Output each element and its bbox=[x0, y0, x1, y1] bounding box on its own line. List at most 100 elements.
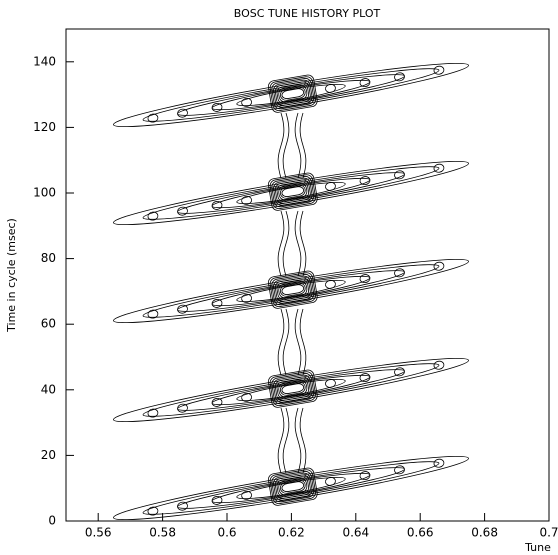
y-tick-label: 0 bbox=[48, 514, 56, 528]
contour-line bbox=[147, 506, 159, 516]
contour-line bbox=[359, 78, 371, 88]
x-tick-label: 0.68 bbox=[471, 526, 498, 540]
contour-line bbox=[177, 74, 405, 116]
contour-line bbox=[278, 477, 308, 496]
contour-line bbox=[433, 458, 445, 468]
contour-line bbox=[433, 65, 445, 75]
contour-line bbox=[241, 490, 252, 500]
contour-line bbox=[271, 373, 315, 405]
contour-line bbox=[282, 210, 302, 277]
contour-band bbox=[113, 455, 469, 521]
contour-band bbox=[113, 357, 469, 423]
contour-line bbox=[241, 293, 252, 303]
contour-line bbox=[241, 392, 252, 402]
contour-line bbox=[113, 357, 469, 423]
contour-line bbox=[142, 68, 440, 122]
contour-line bbox=[273, 374, 313, 403]
contour-line bbox=[211, 495, 223, 505]
y-tick-label: 60 bbox=[41, 317, 56, 331]
contour-line bbox=[274, 277, 311, 302]
contour-line bbox=[277, 308, 307, 376]
contour-line bbox=[359, 274, 371, 284]
contour-line bbox=[276, 83, 309, 105]
chart-title: BOSC TUNE HISTORY PLOT bbox=[234, 7, 381, 20]
contour-line bbox=[274, 474, 311, 499]
contour-line bbox=[281, 284, 305, 295]
contour-line bbox=[269, 371, 316, 407]
contour-line bbox=[211, 397, 223, 407]
contour-line bbox=[177, 108, 188, 118]
contour-line bbox=[113, 258, 469, 324]
contour-line bbox=[177, 206, 188, 216]
y-axis-label: Time in cycle (msec) bbox=[5, 218, 18, 333]
contour-line bbox=[277, 112, 307, 179]
contour-line bbox=[267, 172, 318, 211]
contour-line bbox=[271, 78, 315, 110]
contour-line bbox=[147, 309, 159, 319]
contour-line bbox=[273, 177, 313, 206]
contour-line bbox=[433, 163, 445, 173]
contour-line bbox=[325, 279, 336, 289]
contour-line bbox=[271, 471, 315, 503]
contour-line bbox=[325, 378, 336, 388]
contour-line bbox=[269, 272, 316, 308]
contour-line bbox=[280, 479, 306, 494]
contour-line bbox=[236, 182, 346, 204]
contour-line bbox=[142, 363, 440, 417]
contour-line bbox=[241, 195, 252, 205]
contour-line bbox=[267, 270, 318, 309]
contour-line bbox=[277, 210, 307, 277]
contour-line bbox=[211, 298, 223, 308]
contour-line bbox=[394, 72, 405, 82]
contour-line bbox=[211, 102, 223, 112]
contour-band bbox=[113, 160, 469, 226]
contour-line bbox=[271, 176, 315, 208]
contour-line bbox=[269, 174, 316, 210]
contour-line bbox=[278, 379, 308, 398]
contour-band bbox=[113, 62, 469, 128]
contour-line bbox=[359, 471, 371, 481]
contour-line bbox=[276, 476, 309, 498]
contour-line bbox=[394, 268, 405, 278]
contour-line bbox=[278, 84, 308, 103]
contour-line bbox=[177, 501, 188, 511]
contour-line bbox=[394, 367, 405, 377]
contour-line bbox=[177, 403, 188, 413]
x-tick-label: 0.7 bbox=[539, 526, 558, 540]
contour-line bbox=[282, 407, 302, 474]
x-axis-label: Tune bbox=[524, 541, 551, 554]
y-tick-label: 120 bbox=[33, 120, 56, 134]
contour-line bbox=[325, 181, 336, 191]
plot-frame bbox=[65, 28, 550, 522]
contour-line bbox=[325, 476, 336, 486]
x-tick-label: 0.62 bbox=[278, 526, 305, 540]
contour-band bbox=[113, 258, 469, 324]
contour-line bbox=[236, 477, 346, 499]
y-tick-label: 20 bbox=[41, 448, 56, 462]
contour-line bbox=[276, 181, 309, 203]
contour-line bbox=[276, 279, 309, 301]
contour-line bbox=[274, 376, 311, 401]
contour-line bbox=[282, 308, 302, 376]
contour-line bbox=[236, 280, 346, 302]
contour-line bbox=[177, 467, 405, 509]
contour-line bbox=[394, 465, 405, 475]
y-tick-label: 100 bbox=[33, 186, 56, 200]
contour-line bbox=[177, 172, 405, 214]
x-tick-label: 0.64 bbox=[342, 526, 369, 540]
contour-line bbox=[278, 182, 308, 201]
contour-line bbox=[177, 270, 405, 312]
contour-line bbox=[276, 378, 309, 400]
contour-line bbox=[273, 275, 313, 304]
contour-line bbox=[142, 264, 440, 318]
contour-line bbox=[273, 79, 313, 108]
x-tick-label: 0.6 bbox=[217, 526, 236, 540]
contour-line bbox=[273, 472, 313, 501]
x-tick-label: 0.56 bbox=[85, 526, 112, 540]
contour-line bbox=[433, 360, 445, 370]
contour-line bbox=[271, 274, 315, 306]
contour-line bbox=[281, 481, 305, 492]
contour-line bbox=[113, 62, 469, 128]
contour-line bbox=[394, 170, 405, 180]
